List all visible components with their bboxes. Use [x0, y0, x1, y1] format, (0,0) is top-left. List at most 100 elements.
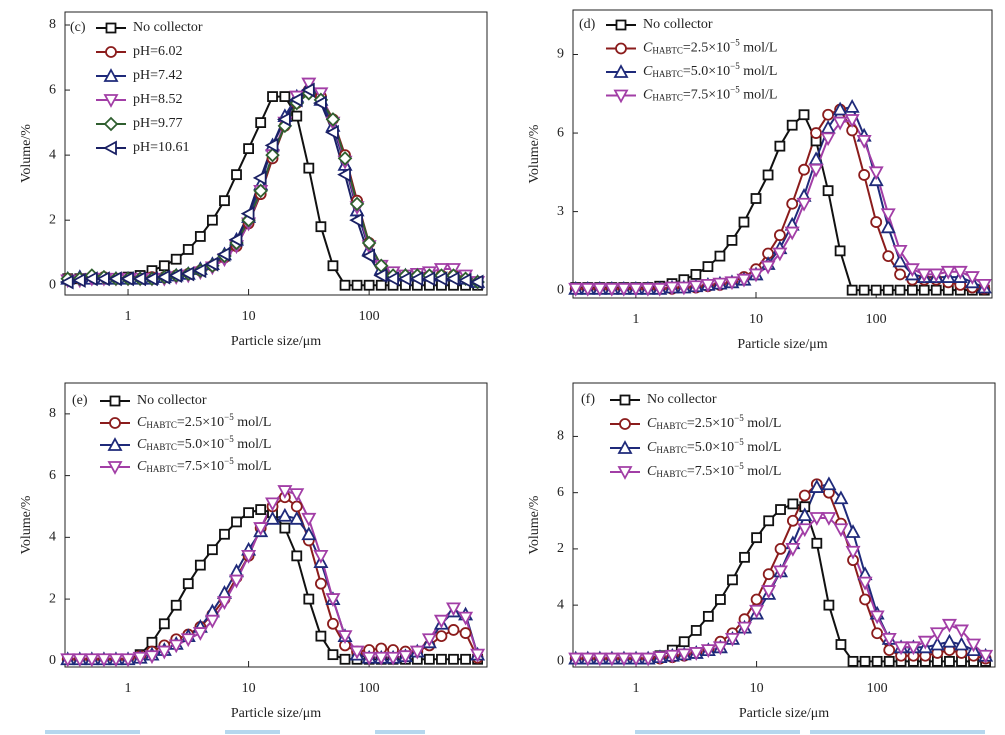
series-line: [67, 88, 478, 283]
marker: [798, 163, 810, 176]
legend-marker: [103, 140, 117, 156]
marker: [301, 512, 317, 527]
marker: [664, 649, 680, 664]
marker: [313, 95, 327, 111]
marker: [180, 633, 196, 648]
marker: [168, 639, 184, 654]
x-tick-label: 100: [359, 681, 380, 696]
marker: [337, 630, 353, 645]
x-tick-label: 10: [750, 681, 764, 696]
marker: [727, 574, 738, 586]
legend-label: CHABTC=7.5×10−5 mol/L: [137, 456, 271, 474]
legend-marker: [105, 46, 117, 58]
marker: [288, 92, 303, 108]
decor-bar: [45, 730, 140, 734]
legend-marker: [615, 42, 627, 55]
marker: [243, 507, 254, 519]
marker: [108, 653, 124, 668]
legend-label: No collector: [643, 17, 713, 32]
marker: [457, 272, 472, 288]
marker: [361, 248, 376, 264]
x-tick-label: 1: [125, 681, 132, 696]
marker: [797, 507, 813, 522]
marker: [59, 274, 74, 290]
legend-label: pH=9.77: [133, 116, 183, 131]
marker: [811, 537, 823, 549]
marker: [568, 652, 584, 667]
legend-label: CHABTC=2.5×10−5 mol/L: [643, 38, 777, 56]
marker: [301, 77, 317, 92]
marker: [194, 559, 206, 571]
marker: [726, 234, 738, 246]
marker: [929, 627, 945, 642]
marker: [821, 476, 837, 491]
marker: [445, 271, 460, 287]
y-tick-label: 3: [557, 204, 564, 219]
marker: [349, 645, 365, 660]
marker: [940, 265, 956, 280]
marker: [894, 284, 906, 296]
marker: [276, 111, 291, 127]
y-tick-label: 0: [557, 282, 564, 297]
marker: [180, 266, 195, 282]
marker: [763, 515, 775, 527]
y-tick-label: 4: [49, 147, 56, 162]
marker: [265, 497, 281, 512]
marker: [844, 114, 860, 128]
marker: [676, 281, 692, 296]
legend-marker: [103, 68, 119, 82]
marker: [445, 602, 462, 617]
marker: [844, 98, 860, 113]
marker: [652, 282, 668, 297]
legend-label: pH=8.52: [133, 92, 183, 107]
marker: [810, 127, 822, 139]
legend-marker: [615, 19, 627, 31]
marker: [168, 267, 183, 283]
marker: [953, 636, 970, 651]
y-axis-label: Volume/%: [19, 124, 34, 183]
legend-label: CHABTC=7.5×10−5 mol/L: [647, 461, 781, 479]
marker: [182, 244, 194, 255]
decor-bar: [375, 730, 425, 734]
marker: [339, 653, 351, 665]
marker: [798, 489, 811, 502]
series-line: [67, 92, 478, 283]
marker: [96, 653, 112, 668]
marker: [289, 488, 305, 503]
marker: [604, 652, 620, 667]
marker: [303, 162, 315, 174]
marker: [469, 274, 484, 290]
legend-label: No collector: [137, 393, 207, 408]
marker: [882, 284, 894, 296]
marker: [315, 221, 327, 233]
marker: [71, 272, 86, 288]
plot-frame: [64, 382, 488, 668]
marker: [423, 653, 435, 665]
y-tick-label: 4: [557, 597, 564, 612]
marker: [834, 245, 846, 257]
marker: [435, 630, 448, 643]
plot-frame: [64, 11, 488, 296]
legend-marker: [619, 394, 631, 406]
series-line: [67, 88, 478, 283]
x-tick-label: 10: [749, 312, 763, 327]
y-tick-label: 6: [557, 485, 564, 500]
marker: [291, 110, 303, 122]
marker: [470, 648, 486, 663]
marker: [337, 167, 351, 183]
marker: [231, 169, 242, 181]
y-tick-label: 6: [49, 468, 56, 483]
marker: [385, 651, 401, 666]
x-tick-label: 100: [867, 681, 888, 696]
marker: [120, 653, 136, 668]
marker: [351, 279, 363, 291]
marker: [253, 183, 268, 199]
marker: [859, 593, 871, 606]
marker: [832, 116, 848, 131]
marker: [712, 641, 728, 656]
y-tick-label: 8: [49, 17, 56, 32]
series-line: [67, 514, 479, 661]
y-tick-label: 2: [49, 212, 56, 227]
marker: [774, 543, 787, 555]
marker: [421, 633, 437, 648]
